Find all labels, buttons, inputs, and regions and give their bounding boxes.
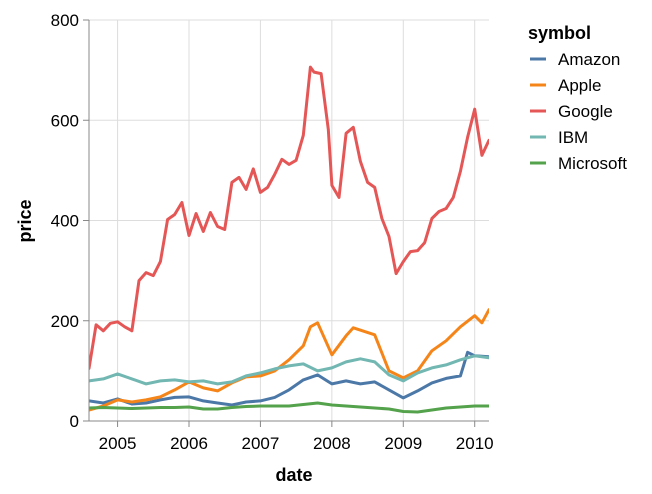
series-line-ibm	[89, 354, 489, 386]
series-line-apple	[89, 308, 489, 412]
x-tick-label: 2007	[242, 434, 280, 453]
y-tick-label: 400	[51, 212, 79, 231]
x-tick-label: 2010	[456, 434, 494, 453]
y-tick-label: 0	[70, 412, 79, 431]
legend-label-microsoft: Microsoft	[558, 154, 627, 173]
series-line-microsoft	[89, 401, 489, 414]
legend-label-ibm: IBM	[558, 128, 588, 147]
legend-label-apple: Apple	[558, 76, 601, 95]
x-tick-label: 2008	[313, 434, 351, 453]
y-tick-label: 800	[51, 11, 79, 30]
x-tick-label: 2009	[384, 434, 422, 453]
legend: symbol Amazon Apple Google IBM Microsoft	[528, 23, 627, 173]
legend-title: symbol	[528, 23, 591, 43]
series-line-amazon	[89, 350, 489, 407]
x-tick-label: 2006	[170, 434, 208, 453]
axes: 2005 2006 2007 2008 2009 2010 0 200 400 600 800	[51, 11, 494, 453]
series-lines	[89, 65, 489, 414]
y-tick-label: 200	[51, 312, 79, 331]
x-tick-label: 2005	[99, 434, 137, 453]
legend-label-amazon: Amazon	[558, 50, 620, 69]
series-line-google	[89, 65, 489, 370]
x-axis-title: date	[275, 465, 312, 485]
y-axis-title: price	[15, 199, 35, 242]
y-tick-label: 600	[51, 111, 79, 130]
legend-label-google: Google	[558, 102, 613, 121]
